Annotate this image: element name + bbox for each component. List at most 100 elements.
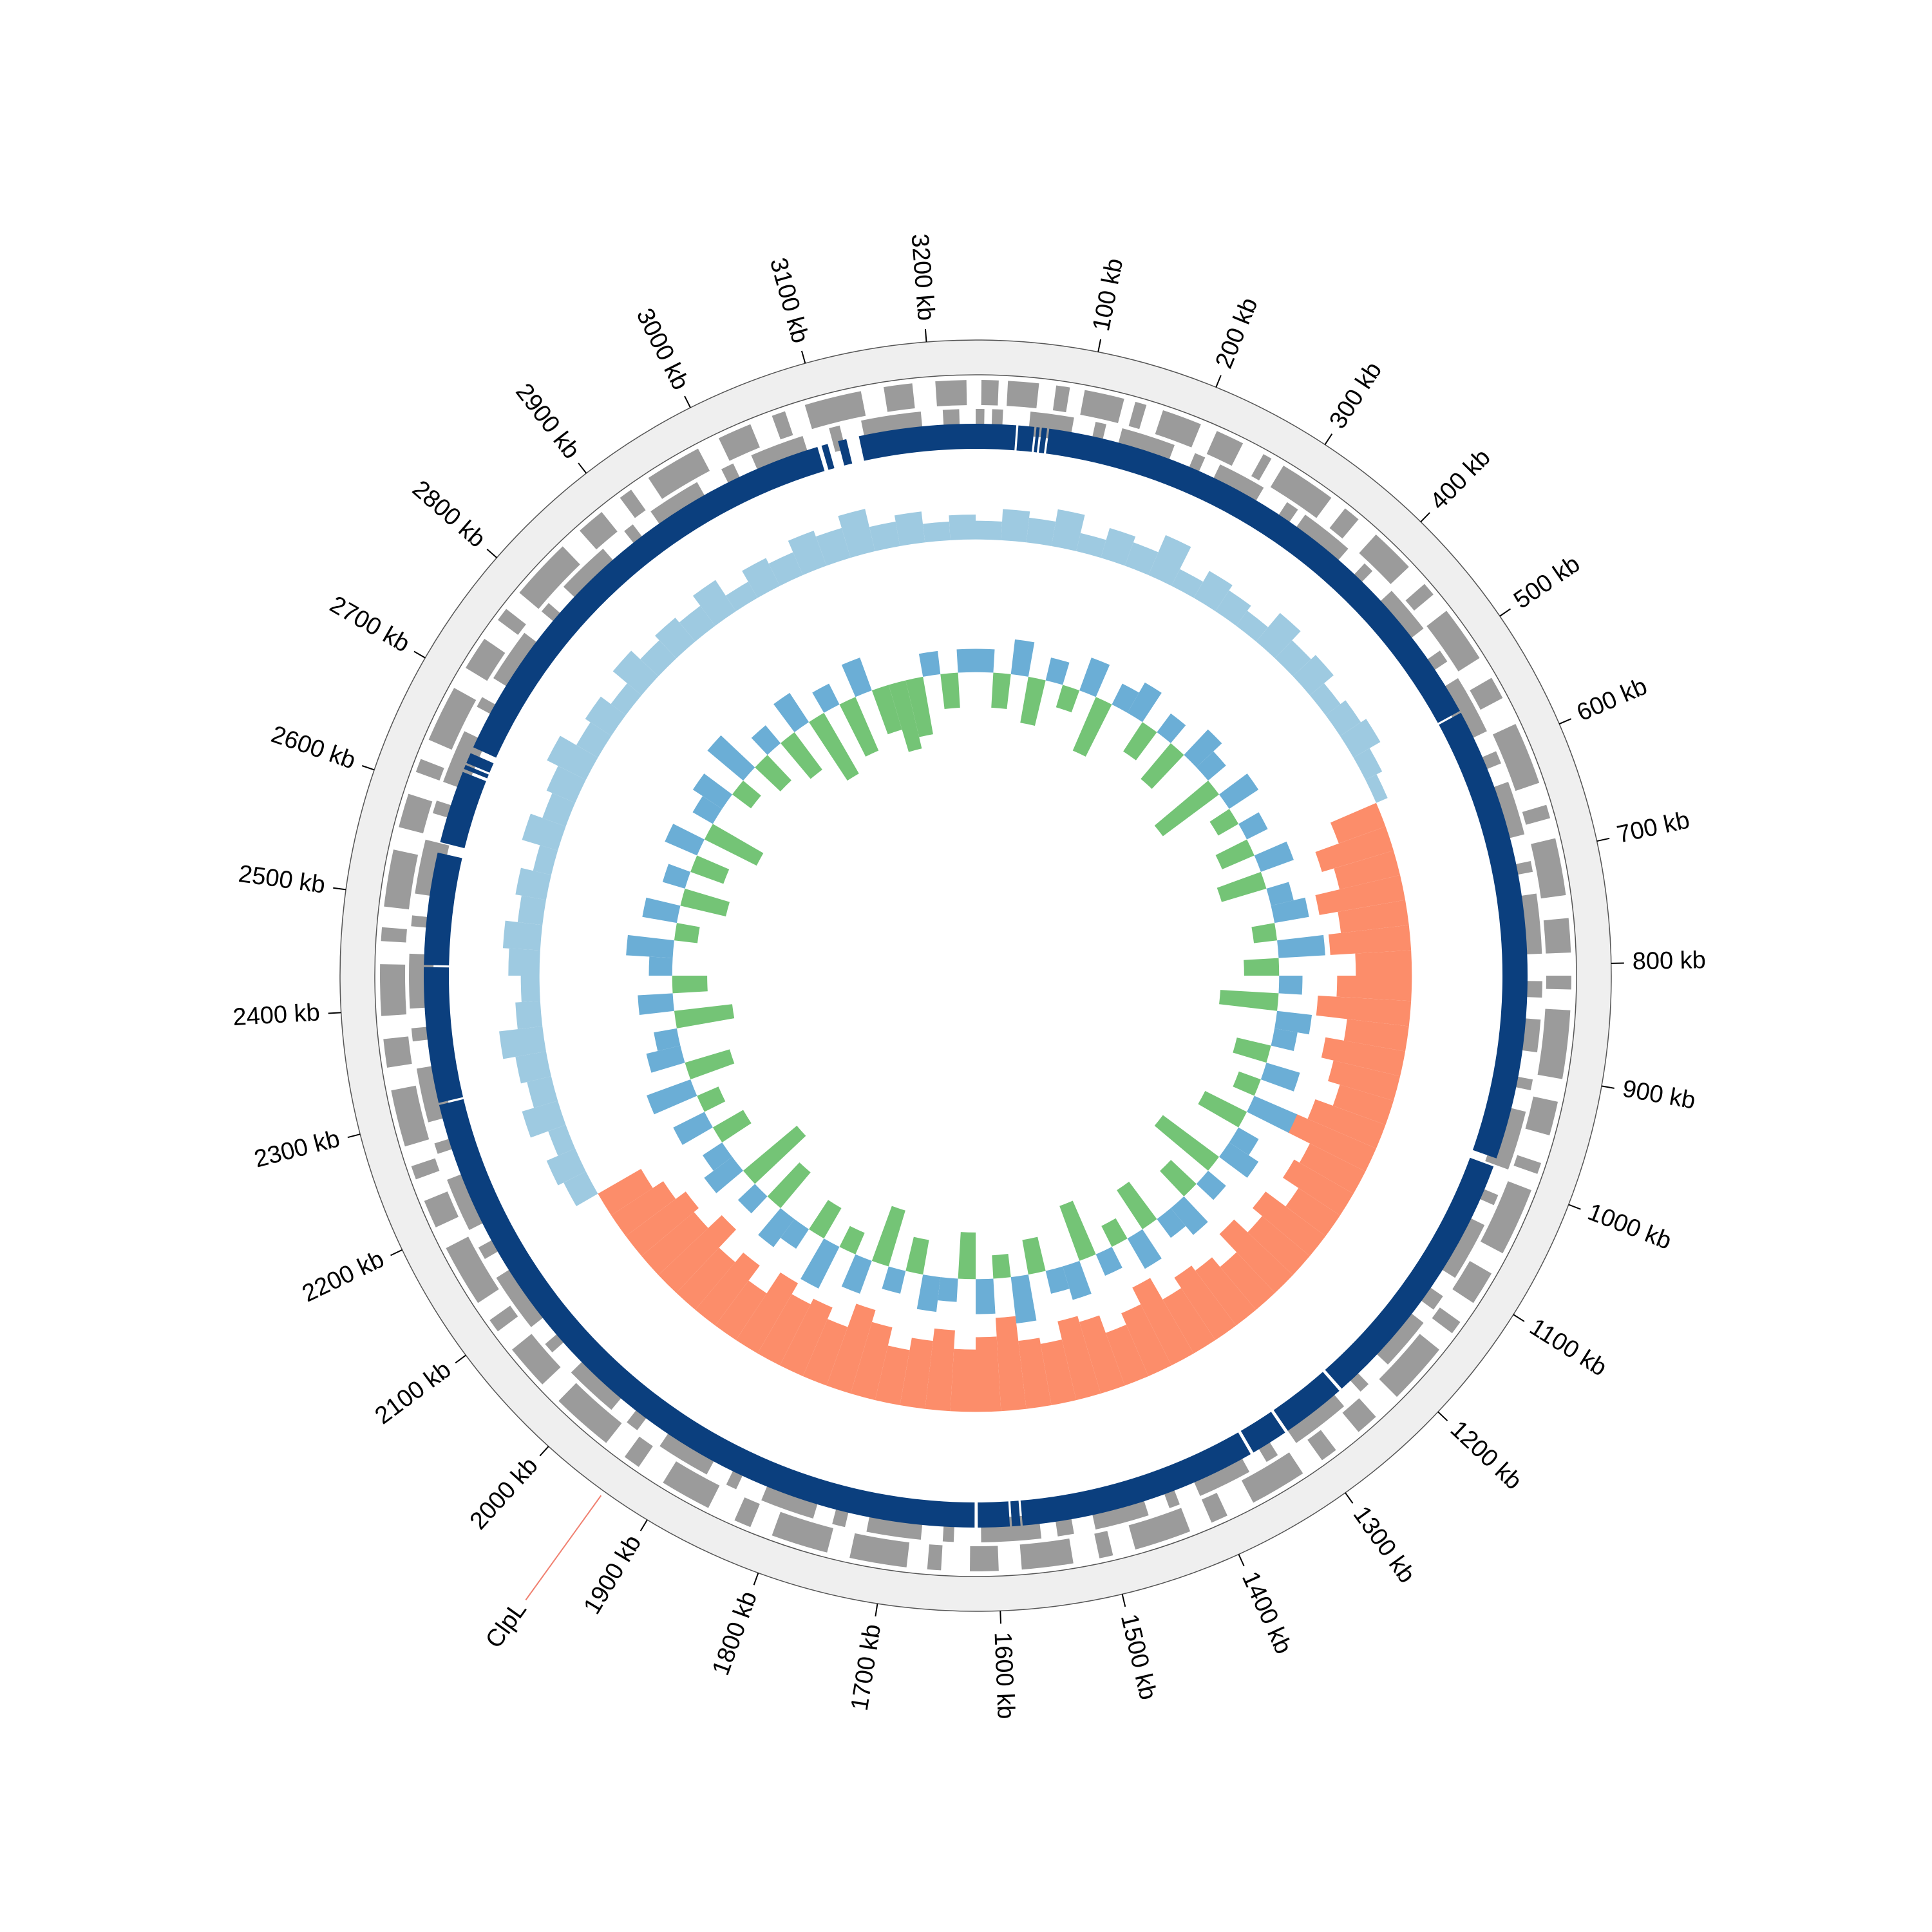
tick-label: 2800 kb [407,475,491,553]
tick-label: 2700 kb [325,591,414,658]
gc-skew-bar [1321,1037,1406,1077]
contig [1039,428,1048,453]
tick-label: 2400 kb [232,999,320,1031]
gene [1201,1492,1227,1523]
tick-label: 400 kb [1425,444,1496,515]
gc-skew-bar [520,976,540,1003]
contig [1010,1501,1021,1527]
gc-skew-bar [950,1349,976,1412]
gc-skew-bar [641,1212,708,1275]
gene [1128,401,1147,430]
tick-mark [1601,1085,1615,1089]
gc-skew-bar [546,766,586,803]
gene [1492,724,1540,791]
gc-content-bar [1219,990,1279,1011]
gc-content-bar [1217,871,1267,902]
gc-content-bar [1010,1274,1037,1324]
gc-content-bar [940,672,960,709]
gc-content-bar [1184,729,1222,768]
gc-content-bar [674,923,700,943]
gene [1128,1508,1191,1550]
gc-skew-bar [1316,995,1412,1027]
gene [1480,1181,1531,1254]
tick-label: 1900 kb [578,1530,647,1618]
gc-content-bar [1154,781,1220,837]
gc-skew-bar [1124,542,1159,576]
tick-mark [1558,718,1572,724]
gc-content-bar [1254,841,1294,872]
tick-label: 1600 kb [989,1631,1019,1719]
gc-content-bar [737,1184,768,1214]
gc-skew-bar [522,1101,566,1138]
gc-content-bar [839,697,879,757]
tick-label: 2300 kb [252,1125,343,1173]
gc-skew-bar [612,650,659,696]
annotation-line [525,1495,602,1601]
gc-content-bar [839,1226,865,1255]
outer-circle [339,339,1612,1612]
gene [411,1158,440,1180]
gc-content-bar [1271,1028,1298,1052]
gene [1470,677,1503,710]
tick-mark [455,1354,466,1364]
tick-label: 200 kb [1211,294,1264,372]
tick-label: 2900 kb [510,379,585,464]
gc-skew-bar [894,511,925,546]
gc-skew-bar [1285,1188,1340,1236]
gc-skew-bar [655,618,696,659]
gc-skew-bar [922,521,951,543]
gene [1537,1009,1571,1079]
gc-skew-bar [735,1272,799,1354]
gc-skew-bar [1215,590,1251,626]
contig [978,1501,1010,1528]
gc-content-bar [809,1200,842,1239]
gc-content-bar [647,1079,697,1115]
gene [981,380,999,406]
gc-content-bar [1277,934,1325,958]
tick-mark [1324,433,1333,445]
tick-mark [390,1249,402,1256]
gc-skew-bar [1076,533,1106,558]
gc-skew-bar [1174,1265,1236,1340]
gene [424,1191,459,1227]
gene [1282,1387,1345,1443]
gene [1370,1307,1424,1365]
gc-content-bar [1238,812,1268,840]
gc-skew-bar [742,558,781,598]
gc-skew-bar [499,1026,546,1059]
gc-content-bar [646,1045,685,1073]
gene [1525,1096,1558,1136]
gc-skew-bar [502,920,543,951]
gc-content-bar [905,676,933,737]
gc-content-bar [1251,923,1278,943]
gc-skew-bar [976,520,1003,540]
gene [648,448,710,499]
gc-skew-bar [625,1191,699,1256]
gene [558,1383,622,1443]
contig [424,852,462,966]
gene [571,1355,627,1410]
gc-content-bar [697,1086,726,1112]
gc-content-bar [1233,1071,1261,1096]
gc-skew-bar [826,1303,876,1394]
gene [663,1461,720,1508]
gc-content-bar [841,1254,872,1294]
gc-skew-bar [585,696,626,736]
gc-skew-bar [1132,1278,1194,1366]
gc-skew-bar [869,521,900,551]
gene [1291,515,1349,567]
gc-skew-bar [1148,535,1191,586]
gc-skew-bar [925,1328,955,1412]
tick-mark [684,395,691,408]
tick-mark [1437,1411,1448,1421]
tick-mark [413,650,426,659]
gene [391,1085,430,1147]
gc-content-bar [976,649,995,673]
gc-skew-bar [1236,611,1269,642]
gene [1270,466,1332,518]
gc-content-bar [1154,1115,1220,1171]
gc-content-bar [642,897,681,923]
gc-content-bar [1229,1127,1259,1155]
gc-skew-bar [1330,802,1386,844]
gene [384,849,419,910]
